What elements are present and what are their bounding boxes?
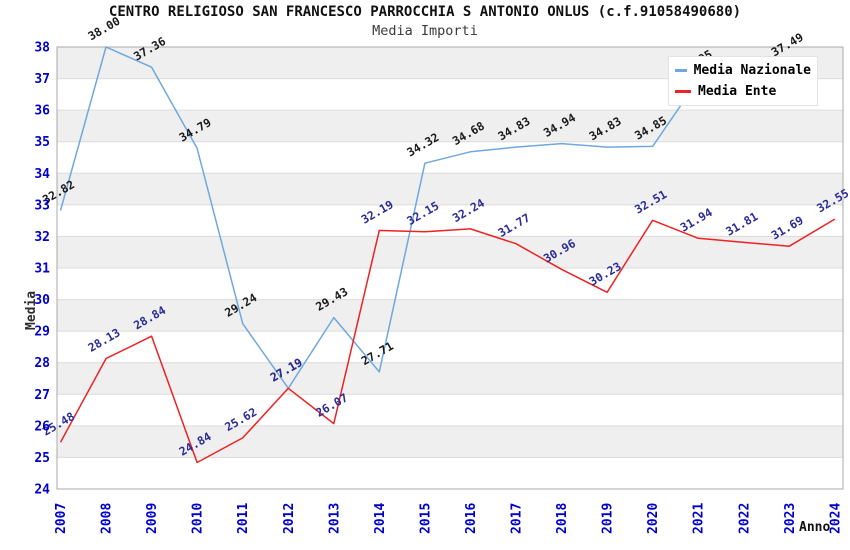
y-tick-label: 30 <box>34 293 50 308</box>
grid-band <box>57 173 843 205</box>
x-tick-label: 2017 <box>510 503 525 534</box>
series-line-media-nazionale <box>59 46 790 390</box>
y-tick-label: 27 <box>34 388 50 403</box>
series-line-media-ente <box>59 218 836 464</box>
x-tick-label: 2018 <box>555 503 570 534</box>
x-tick-label: 2021 <box>692 503 707 534</box>
y-tick-label: 35 <box>34 135 50 150</box>
point-label: 31.77 <box>496 210 533 239</box>
y-tick-label: 24 <box>34 483 50 498</box>
x-tick-label: 2013 <box>327 503 342 534</box>
x-tick-label: 2009 <box>145 503 160 534</box>
x-tick-label: 2008 <box>100 503 115 534</box>
grid-band <box>57 236 843 268</box>
y-tick-label: 37 <box>34 72 50 87</box>
x-tick-label: 2011 <box>236 503 251 534</box>
y-tick-label: 25 <box>34 451 50 466</box>
point-label: 31.81 <box>723 209 760 238</box>
x-tick-label: 2023 <box>783 503 798 534</box>
x-tick-label: 2010 <box>191 503 206 534</box>
legend: Media Nazionale Media Ente <box>668 56 818 106</box>
legend-item-media-ente: Media Ente <box>675 84 811 99</box>
legend-line-swatch-blue <box>675 69 687 72</box>
legend-label: Media Nazionale <box>693 63 811 78</box>
grid-band <box>57 110 843 142</box>
plot-border <box>56 46 844 490</box>
chart-title: CENTRO RELIGIOSO SAN FRANCESCO PARROCCHI… <box>108 4 742 20</box>
x-tick-label: 2016 <box>464 503 479 534</box>
x-tick-label: 2020 <box>646 503 661 534</box>
y-tick-label: 28 <box>34 356 50 371</box>
legend-line-swatch-red <box>675 90 691 93</box>
chart-subtitle: Media Importi <box>372 23 478 39</box>
legend-item-media-nazionale: Media Nazionale <box>675 63 811 78</box>
x-axis-title: Anno <box>799 520 831 535</box>
grid-band <box>57 425 843 458</box>
x-tick-label: 2019 <box>601 503 616 534</box>
y-tick-label: 38 <box>34 41 50 56</box>
legend-label: Media Ente <box>698 84 777 99</box>
grid-band <box>57 299 843 332</box>
y-tick-label: 34 <box>34 167 50 182</box>
y-tick-label: 26 <box>34 419 50 434</box>
x-tick-label: 2024 <box>828 503 843 534</box>
y-tick-label: 29 <box>34 325 50 340</box>
y-axis-title: Media <box>24 290 39 330</box>
point-label: 26.07 <box>313 390 350 419</box>
y-tick-label: 31 <box>34 262 50 277</box>
y-tick-label: 36 <box>34 104 50 119</box>
x-tick-label: 2022 <box>737 503 752 534</box>
x-tick-label: 2012 <box>282 503 297 534</box>
y-tick-label: 33 <box>34 198 50 213</box>
x-tick-label: 2014 <box>373 503 388 534</box>
x-tick-label: 2015 <box>418 503 433 534</box>
point-label: 31.94 <box>678 205 715 234</box>
x-tick-label: 2007 <box>54 503 69 534</box>
y-tick-label: 32 <box>34 230 50 245</box>
grid-band <box>57 362 843 395</box>
